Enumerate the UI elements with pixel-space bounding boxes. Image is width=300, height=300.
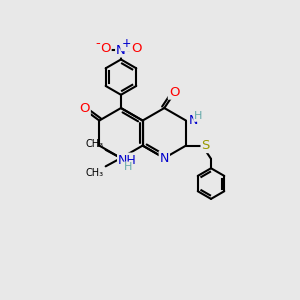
Text: N: N — [160, 152, 169, 165]
Text: CH₃: CH₃ — [86, 139, 104, 149]
Text: H: H — [194, 111, 202, 121]
Text: H: H — [124, 162, 132, 172]
Text: O: O — [131, 42, 142, 55]
Text: +: + — [121, 37, 131, 50]
Text: S: S — [202, 139, 210, 152]
Text: O: O — [100, 42, 111, 55]
Text: O: O — [79, 102, 90, 115]
Text: -: - — [96, 37, 100, 50]
Text: N: N — [189, 114, 198, 127]
Text: N: N — [116, 44, 126, 56]
Text: O: O — [169, 85, 179, 99]
Text: CH₃: CH₃ — [86, 167, 104, 178]
Text: NH: NH — [118, 154, 137, 166]
